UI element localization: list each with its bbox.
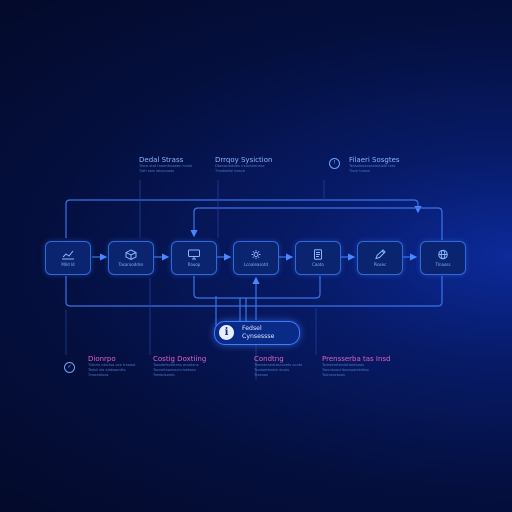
annotation-title: Dionrpo <box>88 355 116 363</box>
annotation-line: Tidh ssts lahocoods <box>139 169 175 173</box>
document-icon <box>314 249 322 260</box>
annotation-line: Thedseiiol bosce <box>215 169 245 173</box>
annotation-line: Tnocedloos <box>88 373 109 377</box>
cube-icon <box>125 249 137 260</box>
top-loop-inner <box>190 207 443 240</box>
annotation-line: Tsitsaleoacsaeosslobl tsto <box>349 164 396 168</box>
annotation-title: Drrqoy Sysiction <box>215 156 273 164</box>
node-label: Piosec <box>373 262 387 267</box>
node-5[interactable]: Caoto <box>295 241 341 275</box>
annotation-line: Dtaeoxlaitdes rrsiorteenese <box>215 164 265 168</box>
central-callout[interactable]: i Fedsel Cynsessse <box>214 321 300 345</box>
pen-icon <box>375 249 386 260</box>
bottom-loop-outer <box>65 276 443 307</box>
annotation-line: Tsdrderotstslortaetsoos <box>322 363 364 367</box>
annotation-top-1: Dedal Strass Tisce stot tnoentssseen hns… <box>139 156 221 174</box>
annotation-line: Tisce stot tnoentssseen hnsts <box>139 164 193 168</box>
node-3[interactable]: Rauop <box>171 241 217 275</box>
annotation-bottom-1: Dionrpo Tiderla otsctsa oce trsoost Teds… <box>88 355 170 378</box>
node-6[interactable]: Piosec <box>357 241 403 275</box>
annotation-bottom-3: Condtng Tieeaecseotascsoets ocote Tsodoe… <box>254 355 336 378</box>
node-label: Mlld ld <box>61 262 75 267</box>
callout-line-1: Fedsel <box>242 325 262 332</box>
bottom-loop-inner <box>193 276 321 299</box>
alert-icon: ! <box>329 158 340 169</box>
annotation-top-2: Drrqoy Sysiction Dtaeoxlaitdes rrsiortee… <box>215 156 297 174</box>
annotation-line: Toicsescsoos <box>322 373 345 377</box>
node-label: Caoto <box>312 262 324 267</box>
annotation-line: Tcseoos <box>254 373 268 377</box>
node-label: Rauop <box>187 262 201 267</box>
annotation-line: Toscnesacrlbsnsootstsltoo <box>322 368 369 372</box>
annotation-line: Taosdefsotatnss ocsotsns <box>153 363 199 367</box>
globe-icon <box>438 249 448 260</box>
node-2[interactable]: Tasarooddsn <box>108 241 154 275</box>
info-icon: i <box>219 325 234 340</box>
callout-line-2: Cynsessse <box>242 332 275 340</box>
annotation-line: Tieeaecseotascsoets ocote <box>254 363 303 367</box>
top-loop-outer <box>65 199 422 238</box>
node-1[interactable]: Mlld ld <box>45 241 91 275</box>
annotation-bottom-4: Prensserba tas Insd Tsdrderotstslortaets… <box>322 355 422 378</box>
annotation-title: Prensserba tas Insd <box>322 355 391 363</box>
annotation-title: Costig Doxtiing <box>153 355 207 363</box>
annotation-line: Tsodoettsstot dcoss <box>254 368 290 372</box>
node-7[interactable]: Tlnaoss <box>420 241 466 275</box>
annotation-title: Dedal Strass <box>139 156 184 164</box>
node-label: Tlnaoss <box>435 262 451 267</box>
annotation-top-3: Filaeri Sosgtes Tsitsaleoacsaeosslobl ts… <box>349 156 431 174</box>
annotation-line: Tedsli sts elatsoontts <box>88 368 126 372</box>
annotation-title: Filaeri Sosgtes <box>349 156 400 164</box>
annotation-line: Tisce hooss <box>349 169 370 173</box>
chart-icon <box>62 250 74 260</box>
shield-icon: ✓ <box>64 362 75 373</box>
monitor-icon <box>188 249 200 260</box>
node-4[interactable]: Lcoaleasotd <box>233 241 279 275</box>
gear-icon <box>251 250 261 259</box>
annotation-line: Tiderla otsctsa oce trsoost <box>88 363 136 367</box>
node-label: Tasarooddsn <box>118 262 144 267</box>
annotation-line: Tsoneltssotssrrcrlsetsoo <box>153 368 196 372</box>
annotation-line: Tredsdsoreo <box>153 373 175 377</box>
annotation-title: Condtng <box>254 355 284 363</box>
node-label: Lcoaleasotd <box>244 262 268 267</box>
annotation-bottom-2: Costig Doxtiing Taosdefsotatnss ocsotsns… <box>153 355 235 378</box>
